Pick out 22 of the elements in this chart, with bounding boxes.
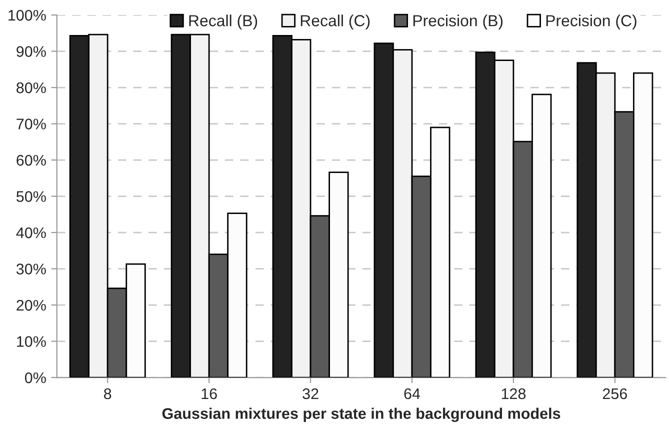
y-tick-label: 30% [16,264,46,274]
y-tick-label: 70% [16,118,46,130]
legend-label: Recall (C) [300,14,370,30]
y-tick-label: 60% [16,154,46,166]
legend-label: Precision (C) [546,14,636,30]
y-tick-label: 0% [24,372,46,384]
y-tick-label: 90% [16,46,46,57]
x-tick-label: 128 [502,388,526,400]
x-tick-label: 16 [202,388,217,400]
y-tick-label: 40% [16,227,46,238]
x-tick-label: 8 [104,388,112,400]
y-tick-label: 80% [16,82,46,94]
x-axis-title: Gaussian mixtures per state in the background models [162,408,560,422]
legend-label: Precision (B) [413,14,503,30]
y-tick-label: 20% [16,300,46,311]
x-tick-label: 32 [302,388,318,400]
legend-label: Recall (B) [189,14,258,30]
y-tick-label: 50% [16,191,46,202]
y-tick-label: 10% [17,336,46,347]
x-tick-label: 64 [404,388,420,400]
y-tick-label: 100% [8,10,46,21]
x-tick-label: 256 [602,388,627,400]
